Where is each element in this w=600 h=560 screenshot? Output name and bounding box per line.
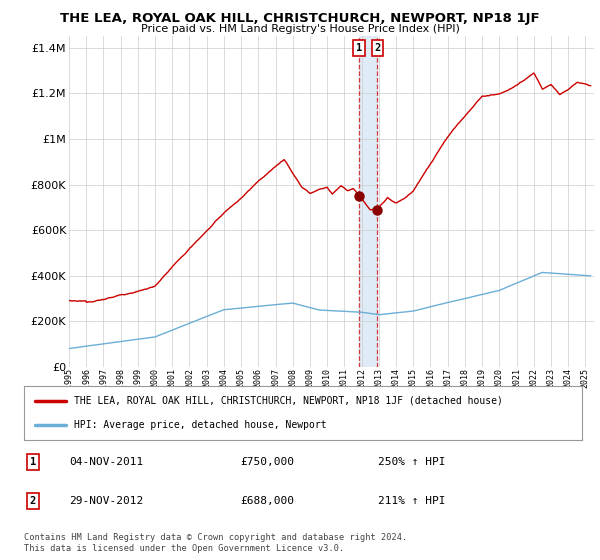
Text: 250% ↑ HPI: 250% ↑ HPI [378,457,445,467]
Text: £750,000: £750,000 [240,457,294,467]
Text: Price paid vs. HM Land Registry's House Price Index (HPI): Price paid vs. HM Land Registry's House … [140,24,460,34]
Text: £688,000: £688,000 [240,496,294,506]
Text: Contains HM Land Registry data © Crown copyright and database right 2024.: Contains HM Land Registry data © Crown c… [24,533,407,542]
Text: 2: 2 [30,496,36,506]
Text: 29-NOV-2012: 29-NOV-2012 [69,496,143,506]
Text: 2: 2 [374,43,380,53]
Text: 211% ↑ HPI: 211% ↑ HPI [378,496,445,506]
Text: 1: 1 [30,457,36,467]
Text: HPI: Average price, detached house, Newport: HPI: Average price, detached house, Newp… [74,420,327,430]
Text: 04-NOV-2011: 04-NOV-2011 [69,457,143,467]
Text: 1: 1 [356,43,362,53]
Bar [359,36,377,367]
Text: THE LEA, ROYAL OAK HILL, CHRISTCHURCH, NEWPORT, NP18 1JF: THE LEA, ROYAL OAK HILL, CHRISTCHURCH, N… [60,12,540,25]
Text: THE LEA, ROYAL OAK HILL, CHRISTCHURCH, NEWPORT, NP18 1JF (detached house): THE LEA, ROYAL OAK HILL, CHRISTCHURCH, N… [74,396,503,406]
Text: This data is licensed under the Open Government Licence v3.0.: This data is licensed under the Open Gov… [24,544,344,553]
